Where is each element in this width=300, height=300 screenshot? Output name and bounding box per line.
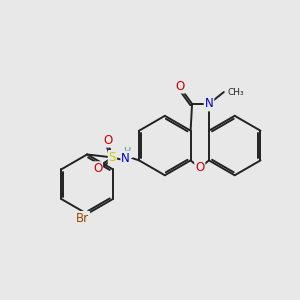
Text: O: O: [103, 134, 112, 147]
Text: N: N: [122, 152, 130, 164]
Text: S: S: [109, 151, 116, 164]
Text: H: H: [124, 147, 132, 158]
Text: CH₃: CH₃: [227, 88, 244, 97]
Text: O: O: [195, 161, 204, 174]
Text: O: O: [93, 162, 102, 175]
Text: O: O: [176, 80, 185, 93]
Text: Br: Br: [76, 212, 89, 225]
Text: N: N: [205, 98, 213, 110]
